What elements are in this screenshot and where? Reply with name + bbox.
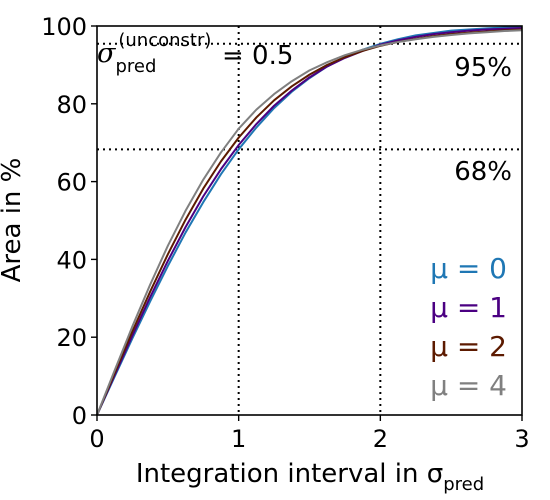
sigma-annotation: σpred (unconstr)	[97, 30, 211, 77]
x-tick-label-3: 3	[514, 425, 529, 453]
x-tick-label-2: 2	[373, 425, 388, 453]
reference-lines	[97, 26, 522, 415]
series-lines	[96, 26, 523, 416]
y-tick-label-2: 40	[56, 246, 87, 274]
axis-ticks: 0 1 2 3 0 20 40 60 80 100	[41, 13, 529, 453]
y-axis-label: Area in %	[0, 158, 27, 283]
sigma-symbol: σ	[97, 38, 117, 69]
x-axis-label: Integration interval in σpred	[136, 459, 484, 495]
legend-entry-2: μ = 2	[430, 330, 507, 363]
y-tick-label-4: 80	[56, 91, 87, 119]
p95-label: 95%	[454, 53, 512, 83]
sigma-superscript: (unconstr)	[118, 30, 211, 51]
y-tick-label-0: 0	[72, 402, 87, 430]
x-tick-label-0: 0	[89, 425, 104, 453]
series-line-3	[96, 29, 523, 416]
x-tick-label-1: 1	[231, 425, 246, 453]
p68-label: 68%	[454, 157, 512, 187]
legend-entry-1: μ = 1	[430, 291, 507, 324]
x-axis-label-main: Integration interval in σ	[136, 459, 443, 489]
y-tick-label-5: 100	[41, 13, 87, 41]
legend: μ = 0 μ = 1 μ = 2 μ = 4	[430, 252, 507, 402]
sigma-subscript: pred	[115, 56, 156, 77]
y-tick-label-1: 20	[56, 324, 87, 352]
legend-entry-3: μ = 4	[430, 369, 507, 402]
y-tick-label-3: 60	[56, 169, 87, 197]
x-axis-label-sub: pred	[443, 474, 484, 495]
plot-frame	[96, 25, 523, 416]
legend-entry-0: μ = 0	[430, 252, 507, 285]
series-line-1	[96, 26, 523, 416]
sigma-value: = 0.5	[222, 41, 293, 71]
